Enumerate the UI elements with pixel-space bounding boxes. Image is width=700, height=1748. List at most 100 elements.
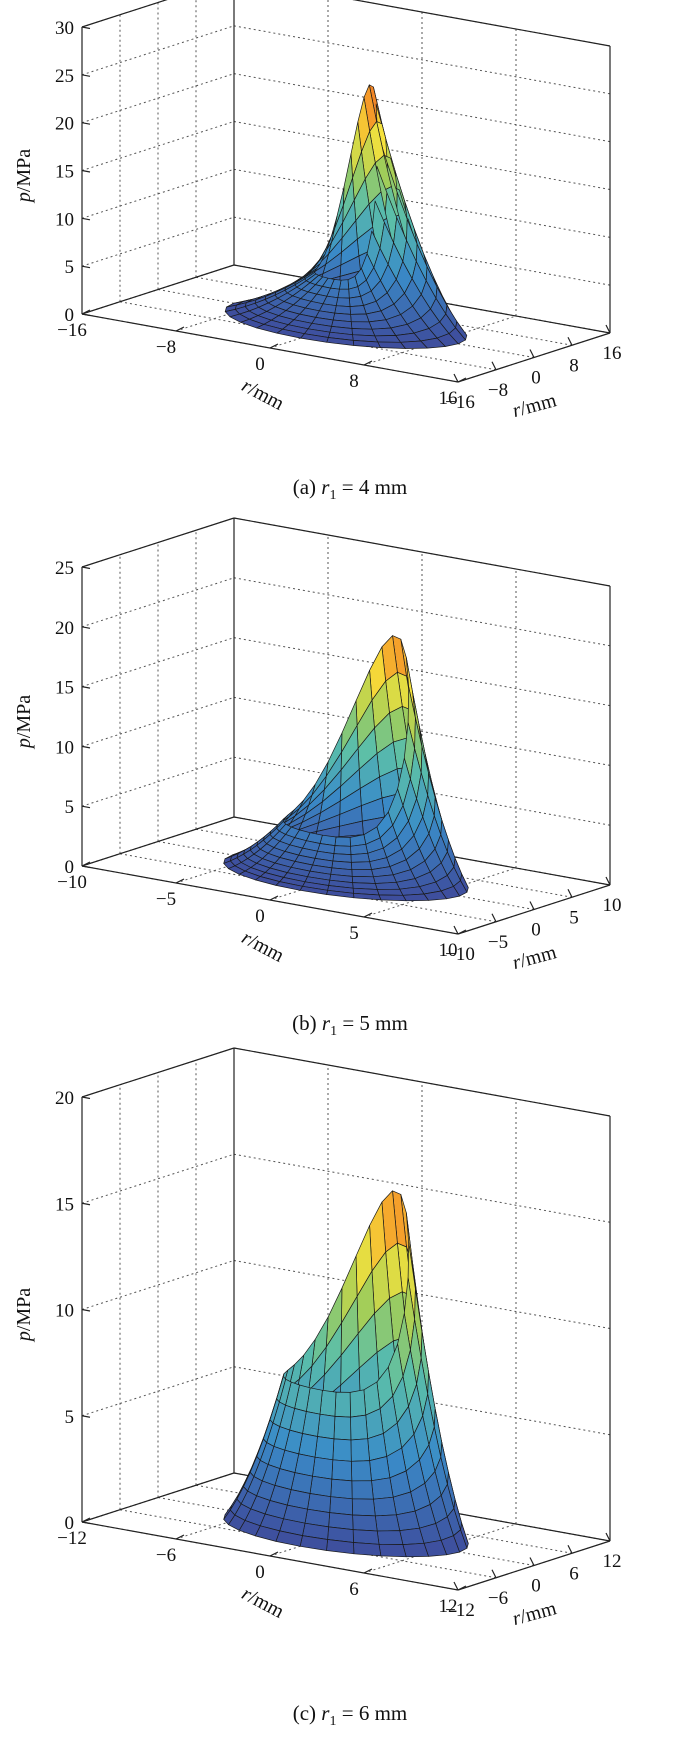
surface-facet <box>374 881 401 890</box>
z-axis-label: p/MPa <box>13 149 35 204</box>
grid-line <box>233 696 611 766</box>
x-tick-label: 0 <box>531 368 541 389</box>
z-tick-label: 20 <box>55 618 74 639</box>
z-tick-label: 25 <box>55 66 74 87</box>
x-axis-label: r/mm <box>510 389 559 422</box>
z-tick-label: 5 <box>65 797 75 818</box>
surface-facet <box>376 1530 404 1545</box>
x-tick-label: 0 <box>531 920 541 941</box>
grid-line <box>81 25 235 76</box>
surface-facet <box>373 1496 397 1517</box>
y-tick-mark <box>457 929 467 935</box>
surface-facet <box>309 1475 333 1498</box>
grid-line <box>233 637 611 707</box>
z-tick-mark <box>81 265 91 269</box>
surface-facet <box>377 341 406 349</box>
y-tick-label: −6 <box>156 1545 176 1566</box>
grid-line <box>81 216 235 267</box>
chart-panel-3: 05101520−12−60612−12−60612p/MPar/mmr/mm(… <box>13 1047 622 1729</box>
z-tick-mark <box>81 686 91 689</box>
z-tick-mark <box>81 805 91 809</box>
axis-box-edge <box>81 816 235 867</box>
y-tick-mark <box>457 1585 467 1591</box>
grid-line <box>269 850 423 901</box>
grid-line <box>81 121 235 171</box>
surface-facet <box>350 861 372 871</box>
y-axis-label: r/mm <box>238 927 288 968</box>
surface-facet <box>351 1480 374 1500</box>
x-axis-label: r/mm <box>510 1597 559 1630</box>
surface-facet <box>350 1414 369 1441</box>
x-tick-label: −5 <box>488 932 508 953</box>
surface-facet <box>350 313 370 323</box>
grid-line <box>81 1366 235 1417</box>
y-tick-mark <box>363 1568 373 1574</box>
x-tick-label: 5 <box>569 907 579 928</box>
x-tick-label: 0 <box>531 1576 541 1597</box>
surface-facet <box>399 1527 425 1545</box>
surface-facet <box>396 1510 420 1531</box>
z-tick-label: 30 <box>55 18 74 39</box>
x-tick-mark <box>453 925 459 935</box>
z-tick-label: 20 <box>55 1088 74 1109</box>
x-tick-mark <box>491 913 497 923</box>
x-tick-label: −16 <box>445 392 475 413</box>
grid-line <box>175 1489 329 1540</box>
z-tick-label: 25 <box>55 558 74 579</box>
z-axis-label: p/MPa <box>13 695 35 750</box>
z-tick-label: 0 <box>65 857 75 878</box>
y-tick-mark <box>269 895 279 901</box>
axis-box-edge <box>81 1472 235 1523</box>
z-tick-mark <box>81 865 91 869</box>
surface-facet <box>330 1478 353 1500</box>
x-tick-label: 10 <box>603 895 622 916</box>
z-tick-label: 10 <box>55 209 74 230</box>
z-tick-mark <box>81 74 91 77</box>
z-tick-mark <box>81 1521 91 1525</box>
surface-facet <box>352 1529 380 1545</box>
y-tick-mark <box>81 1517 91 1523</box>
grid-line <box>81 1260 235 1310</box>
surface-facet <box>374 335 401 343</box>
panel-caption: (a) r1 = 4 mm <box>293 475 408 503</box>
z-tick-mark <box>81 122 91 125</box>
surface-facet <box>350 852 370 863</box>
surface-facet <box>317 1413 336 1440</box>
x-tick-mark <box>567 336 573 346</box>
y-tick-mark <box>175 326 185 332</box>
x-tick-label: −8 <box>488 380 508 401</box>
y-tick-mark <box>175 878 185 884</box>
y-tick-label: −10 <box>57 872 87 893</box>
surface-facet <box>349 1389 367 1418</box>
y-tick-label: 0 <box>255 1562 265 1583</box>
grid-line <box>233 1260 611 1329</box>
surface-facet <box>331 1459 353 1482</box>
grid-line <box>81 577 235 628</box>
z-tick-label: 5 <box>65 257 75 278</box>
x-tick-mark <box>567 888 573 898</box>
x-tick-mark <box>491 361 497 371</box>
y-tick-label: −8 <box>156 337 176 358</box>
surface-facet <box>351 869 374 878</box>
grid-line <box>269 1506 423 1557</box>
surface-facet <box>228 1514 246 1531</box>
z-tick-label: 0 <box>65 1513 75 1534</box>
grid-line <box>233 121 611 190</box>
y-tick-label: 12 <box>439 1596 458 1617</box>
x-tick-mark <box>491 1569 497 1579</box>
x-tick-label: 12 <box>603 1551 622 1572</box>
y-tick-mark <box>81 309 91 315</box>
surface-facet <box>367 1433 388 1461</box>
y-tick-label: 16 <box>439 388 458 409</box>
z-tick-label: 10 <box>55 1301 74 1322</box>
y-tick-mark <box>269 343 279 349</box>
x-tick-mark <box>453 1581 459 1591</box>
x-tick-mark <box>605 876 611 886</box>
y-tick-label: 8 <box>349 371 359 392</box>
y-tick-mark <box>363 360 373 366</box>
y-tick-label: −12 <box>57 1528 87 1549</box>
grid-line <box>233 1153 611 1223</box>
grid-line <box>81 637 235 688</box>
surface-facet <box>229 313 250 323</box>
grid-line <box>81 756 235 807</box>
